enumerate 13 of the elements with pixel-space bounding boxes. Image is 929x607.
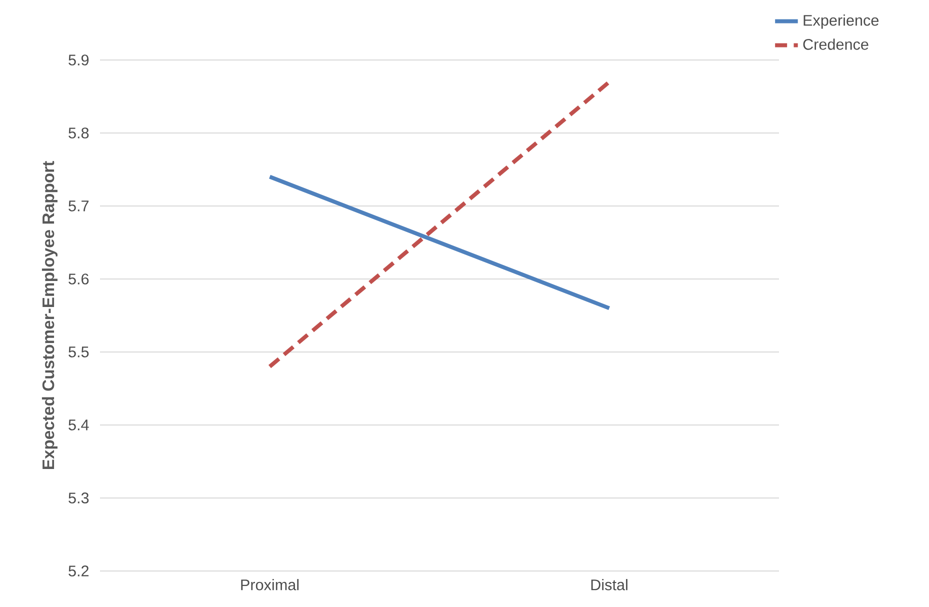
y-tick-label: 5.6 (68, 274, 89, 284)
y-tick-label: 5.8 (68, 128, 89, 138)
x-tick-label: Distal (591, 579, 628, 590)
y-axis-title: Expected Customer-Employee Rapport (42, 161, 58, 470)
legend-label: Experience (804, 14, 879, 29)
y-tick-label: 5.5 (68, 346, 89, 358)
y-tick-label: 5.9 (68, 54, 89, 66)
y-tick-label: 5.2 (68, 566, 89, 576)
y-tick-label: 5.3 (68, 492, 89, 504)
y-tick-label: 5.4 (68, 420, 89, 430)
x-tick-label: Proximal (241, 579, 299, 590)
legend-label: Credence (803, 38, 868, 50)
y-tick-label: 5.7 (68, 200, 89, 212)
